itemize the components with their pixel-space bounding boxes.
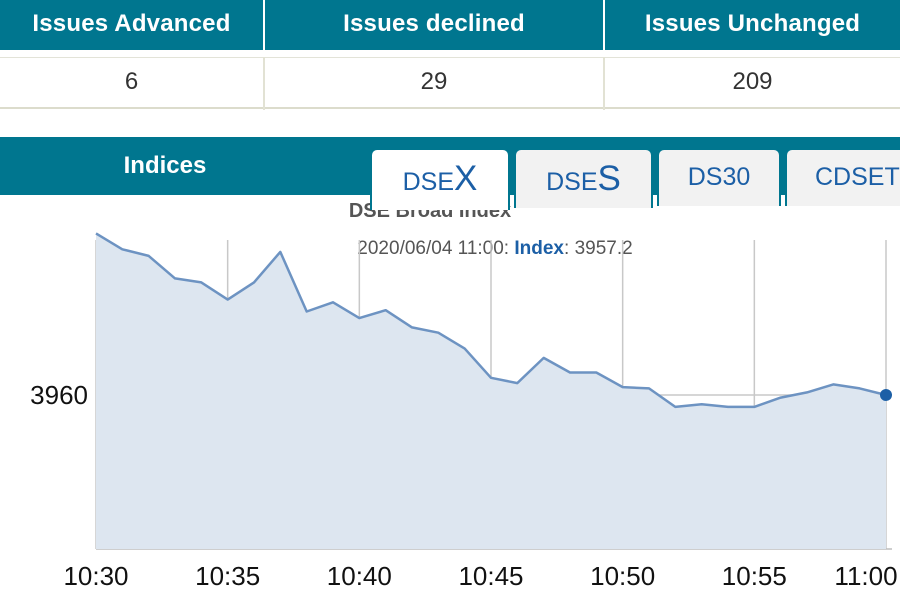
x-tick-label: 10:45 xyxy=(458,561,523,591)
x-tick-label: 10:50 xyxy=(590,561,655,591)
issues-summary-table: Issues Advanced 6 Issues declined 29 Iss… xyxy=(0,0,900,110)
issues-declined-value: 29 xyxy=(265,57,603,109)
tooltip-value: 3957.2 xyxy=(574,238,633,259)
issues-declined-header: Issues declined xyxy=(265,0,603,50)
tab-dsex-prefix: DSE xyxy=(402,168,455,196)
x-tick-label: 10:40 xyxy=(327,561,392,591)
tab-dses-prefix: DSE xyxy=(546,168,598,196)
tab-dses-suffix: S xyxy=(597,159,621,198)
issues-declined-column: Issues declined 29 xyxy=(265,0,603,110)
chart-tooltip: 2020/06/04 11:00: Index: 3957.2 xyxy=(0,238,900,260)
tooltip-key: Index xyxy=(514,238,564,259)
tab-dsex-suffix: X xyxy=(454,159,478,198)
column-divider xyxy=(263,57,265,110)
issues-advanced-value: 6 xyxy=(0,57,263,109)
tab-ds30-label: DS30 xyxy=(687,163,751,191)
y-axis-ticks: 3960 xyxy=(30,380,88,410)
tab-cdset[interactable]: CDSET xyxy=(785,148,900,206)
issues-unchanged-column: Issues Unchanged 209 xyxy=(605,0,900,110)
issues-unchanged-value: 209 xyxy=(605,57,900,109)
index-area-fill xyxy=(96,233,886,549)
issues-advanced-column: Issues Advanced 6 xyxy=(0,0,263,110)
x-axis-ticks: 10:30 10:35 10:40 10:45 10:50 10:55 11:00 xyxy=(63,561,897,591)
last-point-marker[interactable] xyxy=(880,389,892,401)
issues-advanced-header: Issues Advanced xyxy=(0,0,263,50)
tab-dses[interactable]: DSES xyxy=(514,148,653,208)
indices-title: Indices xyxy=(123,152,207,179)
y-tick-label: 3960 xyxy=(30,380,88,410)
tooltip-sep: : xyxy=(564,238,570,259)
column-divider xyxy=(603,57,605,110)
x-tick-label: 10:35 xyxy=(195,561,260,591)
chart-points xyxy=(880,389,892,401)
tooltip-date: 2020/06/04 11:00: xyxy=(357,238,510,259)
issues-unchanged-header: Issues Unchanged xyxy=(605,0,900,50)
index-line xyxy=(95,232,887,409)
x-tick-label: 10:30 xyxy=(63,561,128,591)
x-tick-label: 10:55 xyxy=(722,561,787,591)
tab-dsex[interactable]: DSEX xyxy=(370,148,510,210)
tab-ds30[interactable]: DS30 xyxy=(657,148,781,206)
x-tick-label: 11:00 xyxy=(834,561,897,591)
tab-cdset-label: CDSET xyxy=(815,163,900,191)
